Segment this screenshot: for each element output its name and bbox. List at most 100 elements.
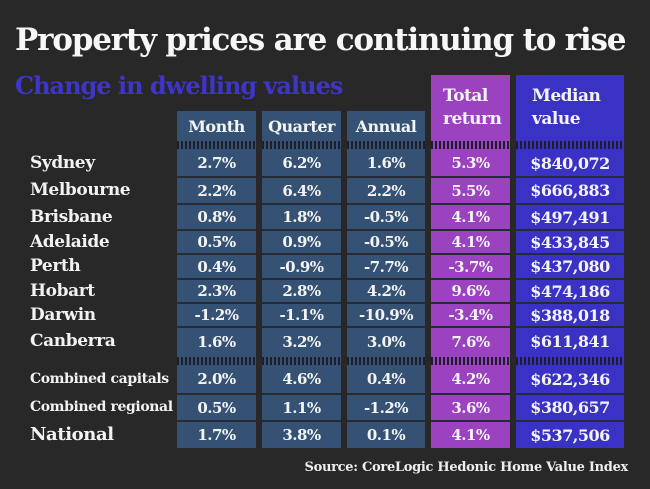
row-separator [177, 176, 256, 178]
cell-total-return: 4.1% [451, 233, 490, 251]
cell-month: 2.0% [197, 370, 236, 388]
row-separator [347, 176, 425, 178]
row-label: Combined regional [30, 399, 173, 415]
row-separator [516, 176, 624, 178]
subtitle: Change in dwelling values [15, 71, 343, 100]
row-separator [516, 203, 624, 205]
row-label: Brisbane [30, 207, 113, 227]
page-title: Property prices are continuing to rise [15, 22, 626, 58]
row-separator [347, 253, 425, 255]
header-divider [177, 141, 256, 149]
cell-annual: -7.7% [363, 257, 409, 276]
row-separator [347, 326, 425, 328]
row-separator [431, 229, 510, 231]
cell-total-return: 4.1% [451, 208, 490, 226]
row-separator [262, 278, 341, 280]
row-label: Canberra [30, 331, 116, 351]
cell-median-value: $433,845 [530, 232, 610, 252]
group-divider [347, 357, 425, 365]
row-label: Adelaide [30, 232, 110, 252]
cell-month: 1.6% [197, 332, 236, 351]
row-separator [431, 203, 510, 205]
cell-total-return: 7.6% [451, 332, 490, 351]
cell-quarter: 1.8% [282, 208, 321, 226]
cell-quarter: 0.9% [282, 233, 321, 251]
cell-month: -1.2% [194, 306, 239, 324]
row-separator [516, 253, 624, 255]
cell-median-value: $437,080 [530, 257, 610, 276]
row-separator [431, 176, 510, 178]
cell-median-value: $474,186 [530, 281, 610, 301]
cell-median-value: $611,841 [530, 332, 610, 351]
cell-total-return: 4.1% [451, 426, 490, 444]
row-label: Sydney [30, 153, 95, 173]
group-divider [262, 357, 341, 365]
cell-quarter: -1.1% [279, 306, 324, 324]
row-separator [262, 176, 341, 178]
row-separator [177, 253, 256, 255]
cell-quarter: 6.4% [282, 181, 321, 200]
source-note: Source: CoreLogic Hedonic Home Value Ind… [304, 460, 629, 475]
cell-quarter: 4.6% [282, 370, 321, 388]
cell-month: 0.4% [197, 257, 236, 276]
cell-month: 0.5% [197, 233, 236, 251]
row-separator [347, 229, 425, 231]
row-separator [347, 302, 425, 304]
column-header-month: Month [188, 116, 245, 136]
row-separator [431, 420, 510, 422]
row-separator [177, 393, 256, 395]
row-separator [262, 302, 341, 304]
column-header-quarter: Quarter [268, 116, 335, 136]
cell-annual: 1.6% [366, 154, 406, 172]
group-divider [431, 357, 510, 365]
row-separator [262, 420, 341, 422]
cell-annual: -0.5% [363, 233, 409, 251]
row-separator [516, 420, 624, 422]
cell-quarter: -0.9% [279, 257, 324, 276]
cell-month: 1.7% [197, 426, 236, 444]
row-separator [262, 253, 341, 255]
header-divider [262, 141, 341, 149]
cell-annual: 2.2% [366, 181, 406, 200]
row-separator [347, 278, 425, 280]
row-separator [431, 326, 510, 328]
row-separator [431, 302, 510, 304]
header-divider [347, 141, 425, 149]
cell-median-value: $666,883 [530, 181, 610, 200]
group-divider [516, 357, 624, 365]
cell-month: 0.5% [197, 398, 236, 417]
row-separator [431, 278, 510, 280]
column-header-median-value: Median value [532, 86, 601, 129]
cell-total-return: 9.6% [451, 282, 490, 300]
row-separator [516, 326, 624, 328]
cell-quarter: 2.8% [282, 282, 321, 300]
header-divider [431, 141, 510, 149]
row-separator [347, 420, 425, 422]
cell-annual: -1.2% [363, 398, 409, 417]
cell-annual: 4.2% [366, 282, 406, 300]
row-separator [431, 253, 510, 255]
cell-median-value: $840,072 [530, 153, 610, 173]
row-label: Melbourne [30, 180, 131, 200]
row-separator [177, 420, 256, 422]
cell-annual: -0.5% [363, 208, 409, 226]
row-separator [177, 278, 256, 280]
cell-quarter: 6.2% [282, 154, 321, 172]
group-divider [177, 357, 256, 365]
row-separator [516, 229, 624, 231]
cell-month: 2.7% [197, 154, 236, 172]
row-separator [516, 278, 624, 280]
column-total-return [431, 75, 510, 448]
row-separator [516, 393, 624, 395]
cell-quarter: 1.1% [282, 398, 321, 417]
cell-total-return: 5.3% [451, 154, 490, 172]
row-separator [262, 393, 341, 395]
row-label: Darwin [30, 305, 96, 325]
cell-median-value: $497,491 [530, 207, 610, 227]
cell-total-return: 3.6% [451, 398, 490, 417]
cell-total-return: -3.7% [448, 257, 493, 276]
cell-median-value: $388,018 [530, 305, 610, 325]
row-separator [431, 393, 510, 395]
cell-annual: 0.4% [366, 370, 406, 388]
row-label: Combined capitals [30, 371, 169, 387]
